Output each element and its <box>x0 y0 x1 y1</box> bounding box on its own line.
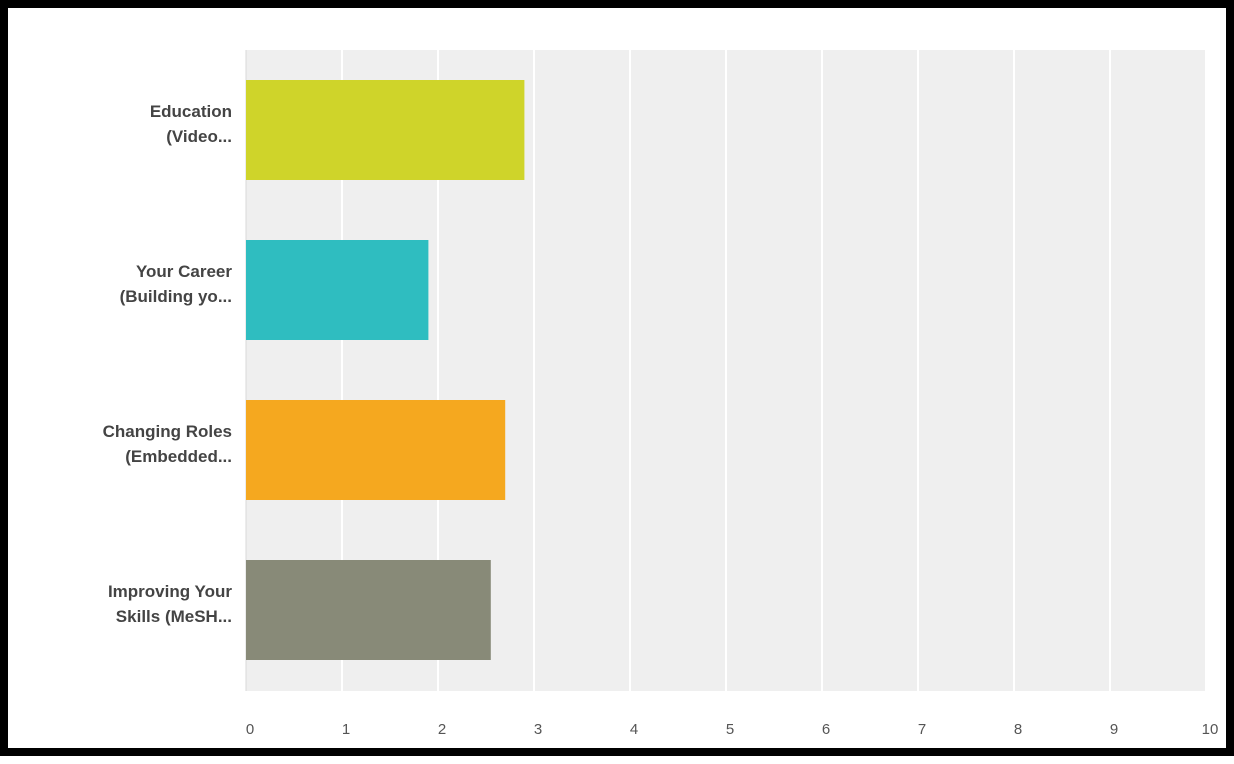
x-tick-labels: 0 1 2 3 4 5 6 7 8 9 10 <box>246 721 1219 738</box>
category-label: Skills (MeSH... <box>116 607 232 626</box>
x-tick-label: 6 <box>822 721 830 738</box>
x-tick-label: 1 <box>342 721 350 738</box>
category-labels: Education (Video... Your Career (Building y… <box>103 102 233 626</box>
bar <box>246 80 525 180</box>
category-label: Changing Roles <box>103 422 232 441</box>
bar <box>246 560 491 660</box>
category-label: (Building yo... <box>120 287 232 306</box>
category-label: (Video... <box>166 127 232 146</box>
x-tick-label: 4 <box>630 721 638 738</box>
x-tick-label: 2 <box>438 721 446 738</box>
category-label: Improving Your <box>108 582 232 601</box>
category-label: Education <box>150 102 232 121</box>
bar <box>246 240 429 340</box>
x-tick-label: 7 <box>918 721 926 738</box>
category-label: (Embedded... <box>125 447 232 466</box>
bar <box>246 400 506 500</box>
x-tick-label: 5 <box>726 721 734 738</box>
x-tick-label: 3 <box>534 721 542 738</box>
bar-chart: Education (Video... Your Career (Building y… <box>103 50 1219 738</box>
x-tick-label: 8 <box>1014 721 1022 738</box>
bars <box>246 80 525 660</box>
x-tick-label: 9 <box>1110 721 1118 738</box>
x-tick-label: 0 <box>246 721 254 738</box>
x-tick-label: 10 <box>1202 721 1219 738</box>
category-label: Your Career <box>136 262 232 281</box>
